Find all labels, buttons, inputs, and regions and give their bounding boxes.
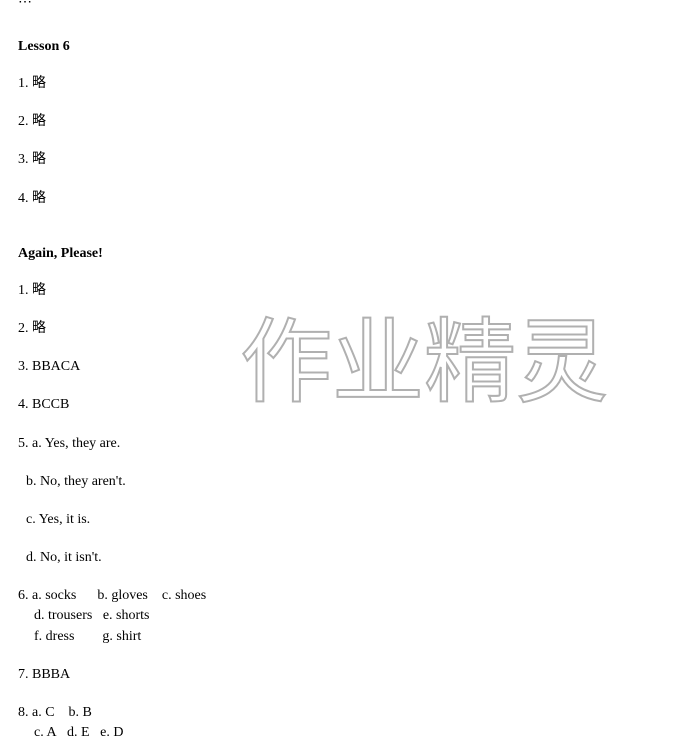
lesson6-heading: Lesson 6 [18, 39, 672, 55]
lesson6-item: 2. 略 [18, 113, 672, 131]
again-q5a: 5. a. Yes, they are. [18, 435, 672, 453]
again-q4: 4. BCCB [18, 396, 672, 414]
again-q7: 7. BBBA [18, 666, 672, 684]
again-q2: 2. 略 [18, 320, 672, 338]
again-q8-line2: c. A d. E e. D [18, 724, 672, 742]
again-q6-line3: f. dress g. shirt [18, 628, 672, 646]
again-q5b: b. No, they aren't. [18, 473, 672, 491]
again-heading: Again, Please! [18, 246, 672, 262]
again-q6-line2: d. trousers e. shorts [18, 607, 672, 625]
again-q6-line1: 6. a. socks b. gloves c. shoes [18, 587, 672, 605]
again-q5c: c. Yes, it is. [18, 511, 672, 529]
lesson6-item: 4. 略 [18, 190, 672, 208]
top-fragment: ⋯ [18, 0, 672, 11]
document-body: ⋯ Lesson 6 1. 略 2. 略 3. 略 4. 略 Again, Pl… [0, 0, 690, 742]
again-q1: 1. 略 [18, 282, 672, 300]
lesson6-item: 3. 略 [18, 151, 672, 169]
lesson6-item: 1. 略 [18, 75, 672, 93]
again-q8-line1: 8. a. C b. B [18, 704, 672, 722]
again-q5d: d. No, it isn't. [18, 549, 672, 567]
again-q3: 3. BBACA [18, 358, 672, 376]
